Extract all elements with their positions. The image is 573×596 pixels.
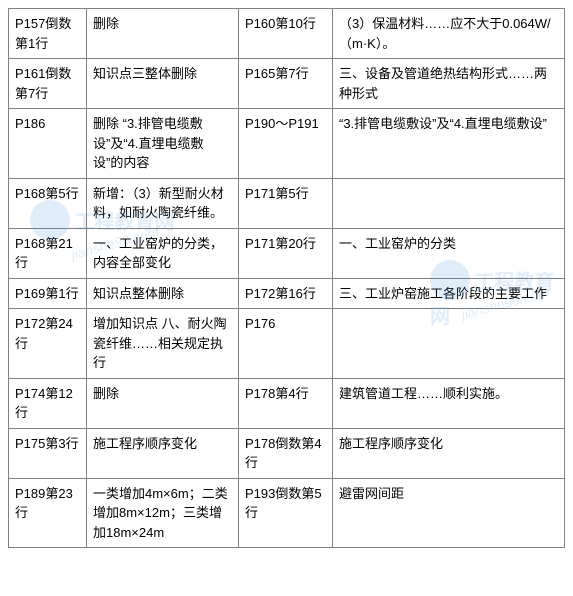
table-row: P169第1行 知识点整体删除 P172第16行 三、工业炉窑施工各阶段的主要工…: [9, 278, 565, 309]
cell-page-ref-a: P174第12行: [9, 378, 87, 428]
cell-page-ref-a: P168第5行: [9, 178, 87, 228]
cell-change-a: 新增：（3）新型耐火材料，如耐火陶瓷纤维。: [87, 178, 239, 228]
cell-page-ref-a: P186: [9, 109, 87, 179]
cell-change-b: [333, 178, 565, 228]
cell-change-a: 知识点整体删除: [87, 278, 239, 309]
cell-change-b: 避雷网间距: [333, 478, 565, 548]
cell-page-ref-a: P189第23行: [9, 478, 87, 548]
cell-change-b: 三、设备及管道绝热结构形式……两种形式: [333, 59, 565, 109]
cell-change-b: 建筑管道工程……顺利实施。: [333, 378, 565, 428]
table-row: P186 删除 “3.排管电缆敷设”及“4.直埋电缆敷设”的内容 P190～P1…: [9, 109, 565, 179]
table-row: P174第12行 删除 P178第4行 建筑管道工程……顺利实施。: [9, 378, 565, 428]
cell-page-ref-a: P157倒数第1行: [9, 9, 87, 59]
cell-page-ref-a: P161倒数第7行: [9, 59, 87, 109]
cell-page-ref-b: P165第7行: [239, 59, 333, 109]
cell-page-ref-b: P172第16行: [239, 278, 333, 309]
table-row: P189第23行 一类增加4m×6m；二类增加8m×12m；三类增加18m×24…: [9, 478, 565, 548]
cell-change-b: （3）保温材料……应不大于0.064W/（m·K）。: [333, 9, 565, 59]
table-body: P157倒数第1行 删除 P160第10行 （3）保温材料……应不大于0.064…: [9, 9, 565, 548]
table-row: P168第21行 一、工业窑炉的分类，内容全部变化 P171第20行 一、工业窑…: [9, 228, 565, 278]
cell-change-a: 删除: [87, 9, 239, 59]
errata-table: P157倒数第1行 删除 P160第10行 （3）保温材料……应不大于0.064…: [8, 8, 565, 548]
table-row: P175第3行 施工程序顺序变化 P178倒数第4行 施工程序顺序变化: [9, 428, 565, 478]
cell-change-b: “3.排管电缆敷设”及“4.直埋电缆敷设”: [333, 109, 565, 179]
cell-page-ref-b: P178第4行: [239, 378, 333, 428]
cell-page-ref-b: P190～P191: [239, 109, 333, 179]
cell-change-b: 施工程序顺序变化: [333, 428, 565, 478]
cell-page-ref-b: P178倒数第4行: [239, 428, 333, 478]
table-row: P168第5行 新增：（3）新型耐火材料，如耐火陶瓷纤维。 P171第5行: [9, 178, 565, 228]
cell-page-ref-b: P171第20行: [239, 228, 333, 278]
cell-change-a: 施工程序顺序变化: [87, 428, 239, 478]
cell-page-ref-a: P172第24行: [9, 309, 87, 379]
cell-page-ref-a: P169第1行: [9, 278, 87, 309]
cell-page-ref-b: P193倒数第5行: [239, 478, 333, 548]
cell-change-b: 三、工业炉窑施工各阶段的主要工作: [333, 278, 565, 309]
cell-change-a: 删除 “3.排管电缆敷设”及“4.直埋电缆敷设”的内容: [87, 109, 239, 179]
cell-change-b: 一、工业窑炉的分类: [333, 228, 565, 278]
cell-change-a: 一类增加4m×6m；二类增加8m×12m；三类增加18m×24m: [87, 478, 239, 548]
cell-page-ref-b: P160第10行: [239, 9, 333, 59]
cell-page-ref-b: P171第5行: [239, 178, 333, 228]
cell-page-ref-b: P176: [239, 309, 333, 379]
cell-change-a: 知识点三整体删除: [87, 59, 239, 109]
table-row: P161倒数第7行 知识点三整体删除 P165第7行 三、设备及管道绝热结构形式…: [9, 59, 565, 109]
cell-page-ref-a: P175第3行: [9, 428, 87, 478]
cell-change-a: 删除: [87, 378, 239, 428]
cell-change-b: [333, 309, 565, 379]
table-row: P157倒数第1行 删除 P160第10行 （3）保温材料……应不大于0.064…: [9, 9, 565, 59]
table-row: P172第24行 增加知识点 八、耐火陶瓷纤维……相关规定执行 P176: [9, 309, 565, 379]
cell-change-a: 增加知识点 八、耐火陶瓷纤维……相关规定执行: [87, 309, 239, 379]
cell-change-a: 一、工业窑炉的分类，内容全部变化: [87, 228, 239, 278]
cell-page-ref-a: P168第21行: [9, 228, 87, 278]
